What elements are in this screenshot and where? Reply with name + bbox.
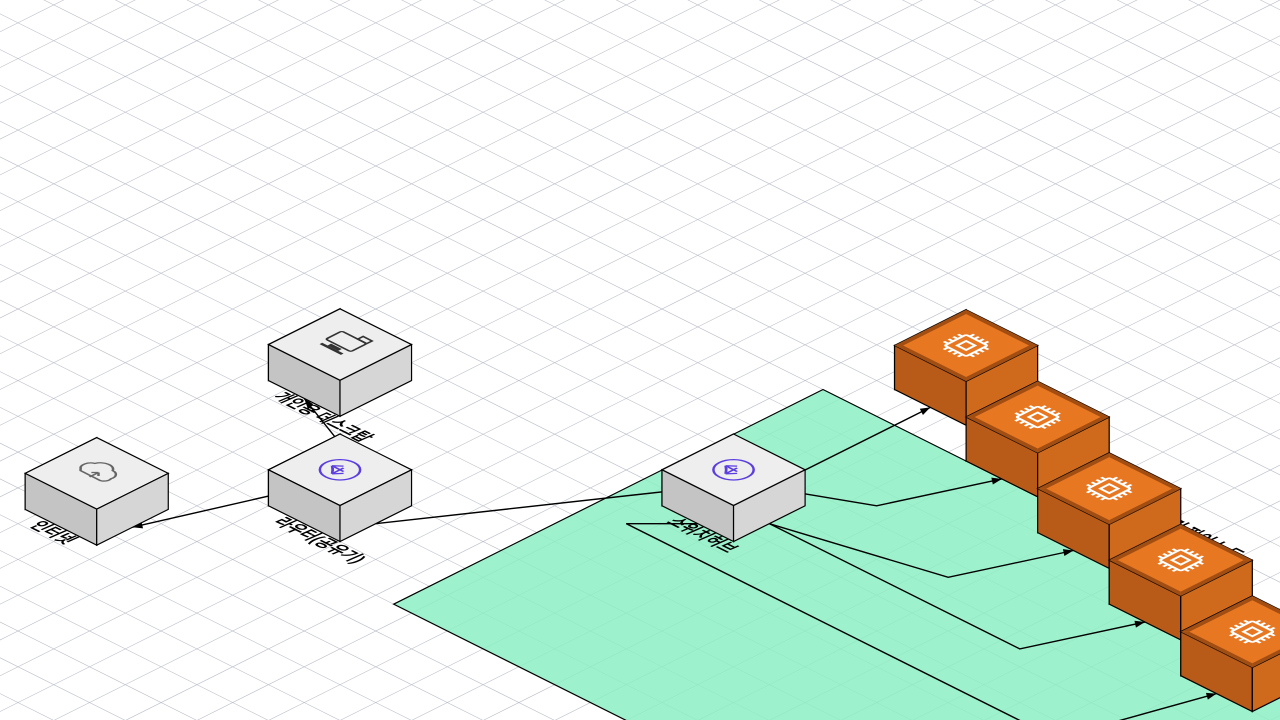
network-diagram: 라즈베리 파이 노드개인용 데스크탑라우터(공유기)스위치허브인터넷 <box>0 0 1280 720</box>
